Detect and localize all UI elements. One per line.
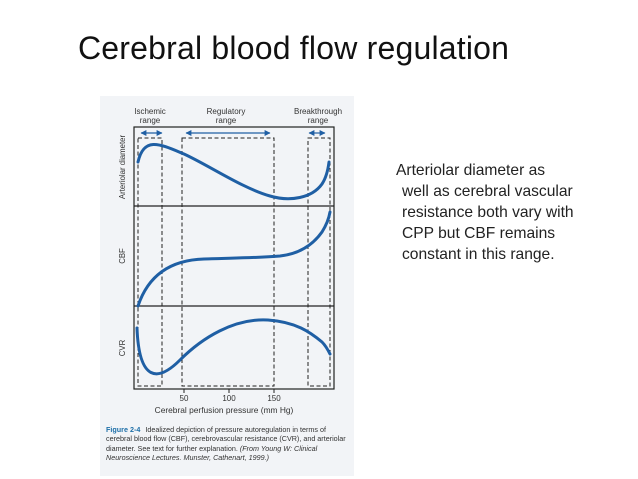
cbf-curve xyxy=(136,210,332,308)
autoregulation-figure: Ischemic range Regulatory range Breakthrou… xyxy=(100,96,354,476)
tick-label-150: 150 xyxy=(267,394,281,403)
description-line: resistance both vary with xyxy=(402,204,574,221)
description-line: Arteriolar diameter as xyxy=(396,162,546,179)
tick-label-50: 50 xyxy=(180,394,189,403)
regulatory-range-label: Regulatory range xyxy=(207,107,246,125)
description-line: CPP but CBF remains xyxy=(402,225,556,242)
plot-frame xyxy=(133,126,335,390)
breakthrough-range-box xyxy=(307,137,331,387)
figure-caption-text: Idealized depiction of pressure autoregu… xyxy=(106,425,346,453)
figure-caption-source: (From Young W: Clinical Neuroscience Lec… xyxy=(106,443,318,463)
regulatory-range-box xyxy=(181,137,275,387)
arteriolar-diameter-label: Arteriolar diameter xyxy=(118,135,127,200)
arteriolar-diameter-curve xyxy=(136,143,331,201)
x-axis-label: Cerebral perfusion pressure (mm Hg) xyxy=(155,405,294,415)
ischemic-range-box xyxy=(137,137,163,387)
slide-title: Cerebral blood flow regulation xyxy=(78,30,510,66)
autoregulation-diagram: Ischemic range Regulatory range Breakthrou… xyxy=(118,107,342,415)
tick-label-100: 100 xyxy=(222,394,236,403)
cbf-label: CBF xyxy=(118,248,127,264)
description-text: Arteriolar diameter as well as cerebral … xyxy=(396,160,628,265)
cvr-label: CVR xyxy=(118,339,127,356)
description-line: constant in this range. xyxy=(402,246,555,263)
ischemic-range-label: Ischemic range xyxy=(134,107,166,125)
figure-caption-label: Figure 2-4 xyxy=(106,425,141,434)
breakthrough-range-label: Breakthrough range xyxy=(294,107,342,125)
description-line: well as cerebral vascular xyxy=(402,183,573,200)
figure-caption: Figure 2-4 Idealized depiction of pressu… xyxy=(106,425,352,463)
cvr-curve xyxy=(135,318,332,376)
